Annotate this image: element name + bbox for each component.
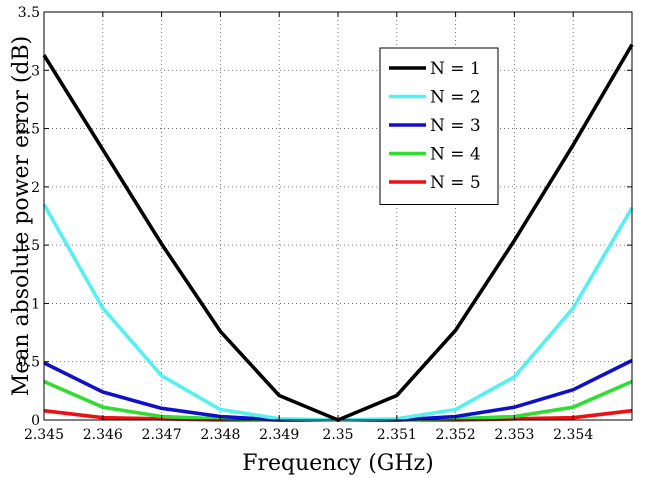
legend-label: N = 5 (430, 173, 481, 193)
legend-label: N = 3 (430, 116, 481, 136)
y-tick-label: 0 (31, 413, 40, 429)
x-tick-label: 2.353 (494, 427, 534, 443)
legend-label: N = 4 (430, 145, 481, 165)
y-tick-label: 3.5 (18, 5, 40, 21)
x-tick-label: 2.345 (24, 427, 64, 443)
x-tick-label: 2.346 (83, 427, 123, 443)
y-axis-label: Mean absolute power error (dB) (9, 36, 34, 397)
axis-ticks (43, 11, 632, 421)
y-tick-label: 1 (31, 296, 40, 312)
x-axis-label: Frequency (GHz) (242, 451, 434, 476)
x-tick-label: 2.351 (377, 427, 417, 443)
x-tick-label: 2.352 (436, 427, 476, 443)
x-tick-label: 2.349 (259, 427, 299, 443)
x-tick-label: 2.347 (142, 427, 182, 443)
x-tick-label: 2.35 (322, 427, 353, 443)
x-tick-label: 2.354 (553, 427, 593, 443)
y-tick-label: 2 (31, 180, 40, 196)
y-tick-label: 2.5 (18, 122, 40, 138)
legend-label: N = 1 (430, 59, 481, 79)
legend: N = 1 N = 2 N = 3 N = 4 N = 5 (379, 47, 499, 205)
grid (44, 12, 632, 420)
y-tick-label: 3 (31, 63, 40, 79)
y-tick-label: 1.5 (18, 238, 40, 254)
legend-label: N = 2 (430, 88, 481, 108)
tick-labels: 2.345 2.346 2.347 2.348 2.349 2.35 2.351 2.352 2… (18, 5, 594, 443)
x-tick-label: 2.348 (200, 427, 240, 443)
y-tick-label: 0.5 (18, 355, 40, 371)
